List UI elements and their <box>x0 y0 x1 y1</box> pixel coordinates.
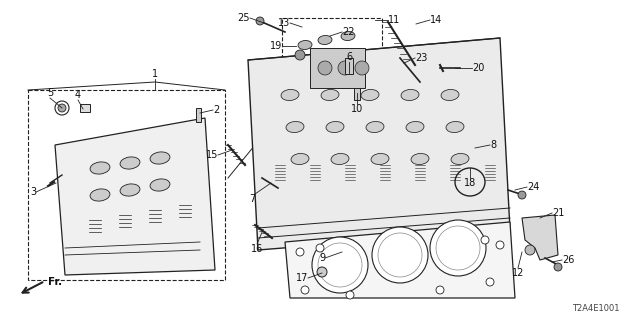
Text: 20: 20 <box>472 63 484 73</box>
Circle shape <box>518 191 526 199</box>
Text: 11: 11 <box>388 15 400 25</box>
Ellipse shape <box>318 36 332 44</box>
Circle shape <box>372 227 428 283</box>
Text: 24: 24 <box>527 182 540 192</box>
Polygon shape <box>522 215 558 260</box>
Ellipse shape <box>281 90 299 100</box>
Ellipse shape <box>406 122 424 132</box>
Circle shape <box>525 245 535 255</box>
Text: 26: 26 <box>562 255 574 265</box>
Circle shape <box>355 61 369 75</box>
Ellipse shape <box>90 162 110 174</box>
Ellipse shape <box>331 154 349 164</box>
Bar <box>354 88 360 100</box>
Polygon shape <box>285 222 515 298</box>
Text: T2A4E1001: T2A4E1001 <box>573 304 620 313</box>
Bar <box>28 90 225 280</box>
Bar <box>80 104 90 112</box>
Circle shape <box>58 104 66 112</box>
Circle shape <box>436 286 444 294</box>
Text: 3: 3 <box>30 187 36 197</box>
Ellipse shape <box>291 154 309 164</box>
Text: 10: 10 <box>351 104 363 114</box>
Ellipse shape <box>361 90 379 100</box>
Text: 2: 2 <box>213 105 220 115</box>
Text: 5: 5 <box>47 88 53 98</box>
Circle shape <box>554 263 562 271</box>
Polygon shape <box>55 118 215 275</box>
Text: 18: 18 <box>464 178 476 188</box>
Text: 19: 19 <box>269 41 282 51</box>
Ellipse shape <box>150 152 170 164</box>
Ellipse shape <box>120 157 140 169</box>
Text: Fr.: Fr. <box>48 277 62 287</box>
Circle shape <box>301 286 309 294</box>
Ellipse shape <box>286 122 304 132</box>
Text: 7: 7 <box>249 194 255 204</box>
Ellipse shape <box>451 154 469 164</box>
Text: 12: 12 <box>512 268 524 278</box>
Circle shape <box>256 17 264 25</box>
Text: 17: 17 <box>296 273 308 283</box>
Circle shape <box>318 61 332 75</box>
Circle shape <box>295 50 305 60</box>
Circle shape <box>496 241 504 249</box>
Bar <box>310 48 365 88</box>
Ellipse shape <box>446 122 464 132</box>
Text: 1: 1 <box>152 69 158 79</box>
Ellipse shape <box>298 40 312 50</box>
Text: 4: 4 <box>75 90 81 100</box>
Text: 23: 23 <box>415 53 428 63</box>
Ellipse shape <box>411 154 429 164</box>
Bar <box>196 108 201 122</box>
Text: 16: 16 <box>251 244 263 254</box>
Bar <box>282 18 382 112</box>
Ellipse shape <box>371 154 389 164</box>
Ellipse shape <box>321 90 339 100</box>
Circle shape <box>338 61 352 75</box>
Text: 13: 13 <box>278 18 290 28</box>
Ellipse shape <box>120 184 140 196</box>
Circle shape <box>316 244 324 252</box>
Text: 8: 8 <box>490 140 496 150</box>
Ellipse shape <box>401 90 419 100</box>
Circle shape <box>312 237 368 293</box>
Circle shape <box>346 291 354 299</box>
Polygon shape <box>248 38 510 250</box>
Ellipse shape <box>326 122 344 132</box>
Text: 15: 15 <box>205 150 218 160</box>
Circle shape <box>481 236 489 244</box>
Ellipse shape <box>341 31 355 41</box>
Circle shape <box>317 267 327 277</box>
Circle shape <box>296 248 304 256</box>
Text: 6: 6 <box>346 52 352 62</box>
Text: 9: 9 <box>319 253 325 263</box>
Circle shape <box>430 220 486 276</box>
Text: 25: 25 <box>237 13 250 23</box>
Text: 22: 22 <box>342 27 355 37</box>
Ellipse shape <box>150 179 170 191</box>
Ellipse shape <box>90 189 110 201</box>
Ellipse shape <box>441 90 459 100</box>
Text: 14: 14 <box>430 15 442 25</box>
Text: 21: 21 <box>552 208 564 218</box>
Ellipse shape <box>366 122 384 132</box>
Bar <box>345 58 353 74</box>
Circle shape <box>486 278 494 286</box>
